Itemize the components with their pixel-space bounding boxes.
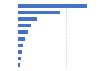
Bar: [18, 17, 37, 21]
Bar: [18, 44, 23, 47]
Bar: [18, 30, 28, 34]
Bar: [18, 24, 31, 27]
Bar: [18, 4, 87, 8]
Bar: [18, 37, 25, 41]
Bar: [18, 50, 22, 54]
Bar: [18, 11, 60, 14]
Bar: [18, 57, 21, 60]
Bar: [18, 63, 20, 67]
